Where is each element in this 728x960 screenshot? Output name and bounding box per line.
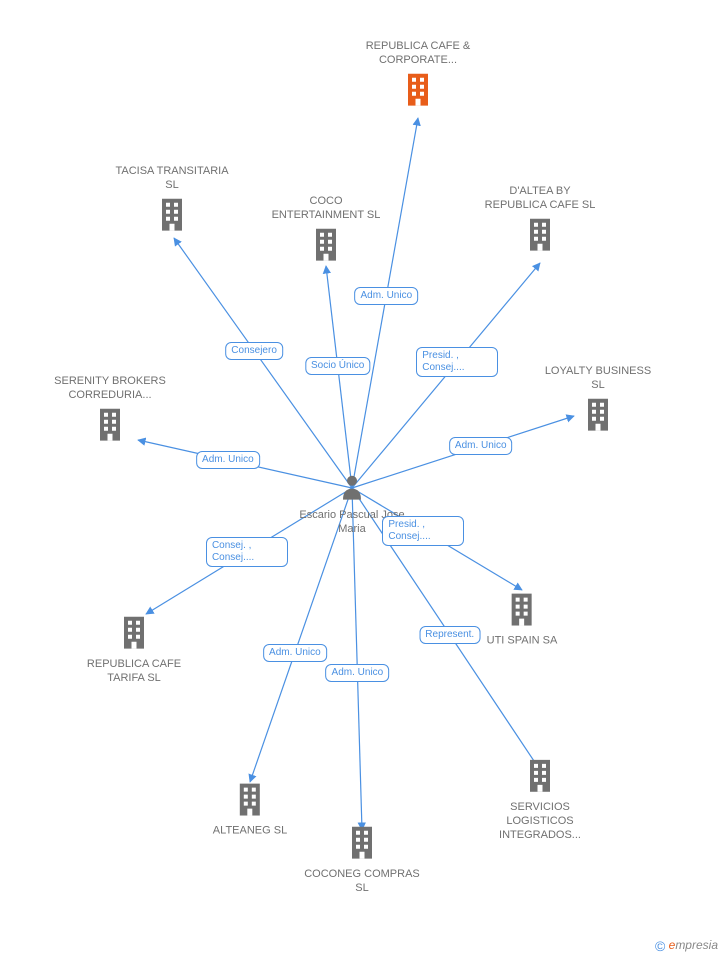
edge-label[interactable]: Presid. , Consej.... [416,347,498,377]
node-label: LOYALTY BUSINESS SL [538,365,658,393]
edge-label[interactable]: Adm. Unico [196,451,260,469]
company-node[interactable]: LOYALTY BUSINESS SL [538,365,658,436]
company-node[interactable]: UTI SPAIN SA [487,592,558,649]
company-node[interactable]: SERENITY BROKERS CORREDURIA... [50,375,170,446]
edge-label[interactable]: Adm. Unico [263,644,327,662]
edge-label[interactable]: Consejero [225,342,283,360]
company-node[interactable]: TACISA TRANSITARIA SL [112,165,232,236]
node-label: SERVICIOS LOGISTICOS INTEGRADOS... [480,801,600,842]
building-icon [583,417,613,434]
node-label: REPUBLICA CAFE TARIFA SL [74,658,194,686]
building-icon [95,427,125,444]
edge-label[interactable]: Presid. , Consej.... [382,516,464,546]
building-icon [157,217,187,234]
building-icon [311,247,341,264]
edge-label[interactable]: Socio Único [305,357,370,375]
company-node[interactable]: COCONEG COMPRAS SL [302,825,422,896]
node-label: UTI SPAIN SA [487,635,558,649]
node-label: COCONEG COMPRAS SL [302,868,422,896]
company-node[interactable]: D'ALTEA BY REPUBLICA CAFE SL [480,185,600,256]
copyright-symbol: © [655,938,665,954]
building-icon [507,613,537,630]
edge-label[interactable]: Adm. Unico [449,437,513,455]
building-icon [525,779,555,796]
node-label: COCO ENTERTAINMENT SL [266,195,386,223]
footer-branding: © empresia [655,938,718,954]
building-icon [347,846,377,863]
edge-line [326,266,352,488]
building-icon [235,803,265,820]
building-icon [403,92,433,109]
company-node[interactable]: REPUBLICA CAFE & CORPORATE... [358,40,478,111]
building-icon [119,636,149,653]
node-label: SERENITY BROKERS CORREDURIA... [50,375,170,403]
network-diagram: Escario Pascual Jose MariaAdm. UnicoREPU… [0,0,728,960]
company-node[interactable]: ALTEANEG SL [213,782,287,839]
company-node[interactable]: REPUBLICA CAFE TARIFA SL [74,615,194,686]
edge-label[interactable]: Consej. , Consej.... [206,537,288,567]
node-label: ALTEANEG SL [213,825,287,839]
company-node[interactable]: COCO ENTERTAINMENT SL [266,195,386,266]
company-node[interactable]: SERVICIOS LOGISTICOS INTEGRADOS... [480,758,600,842]
edge-label[interactable]: Adm. Unico [326,664,390,682]
edge-label[interactable]: Represent. [419,626,480,644]
node-label: D'ALTEA BY REPUBLICA CAFE SL [480,185,600,213]
edge-line [352,488,362,830]
brand-rest: mpresia [675,938,718,952]
node-label: TACISA TRANSITARIA SL [112,165,232,193]
node-label: REPUBLICA CAFE & CORPORATE... [358,40,478,68]
person-icon [341,487,363,504]
edge-label[interactable]: Adm. Unico [354,287,418,305]
building-icon [525,237,555,254]
